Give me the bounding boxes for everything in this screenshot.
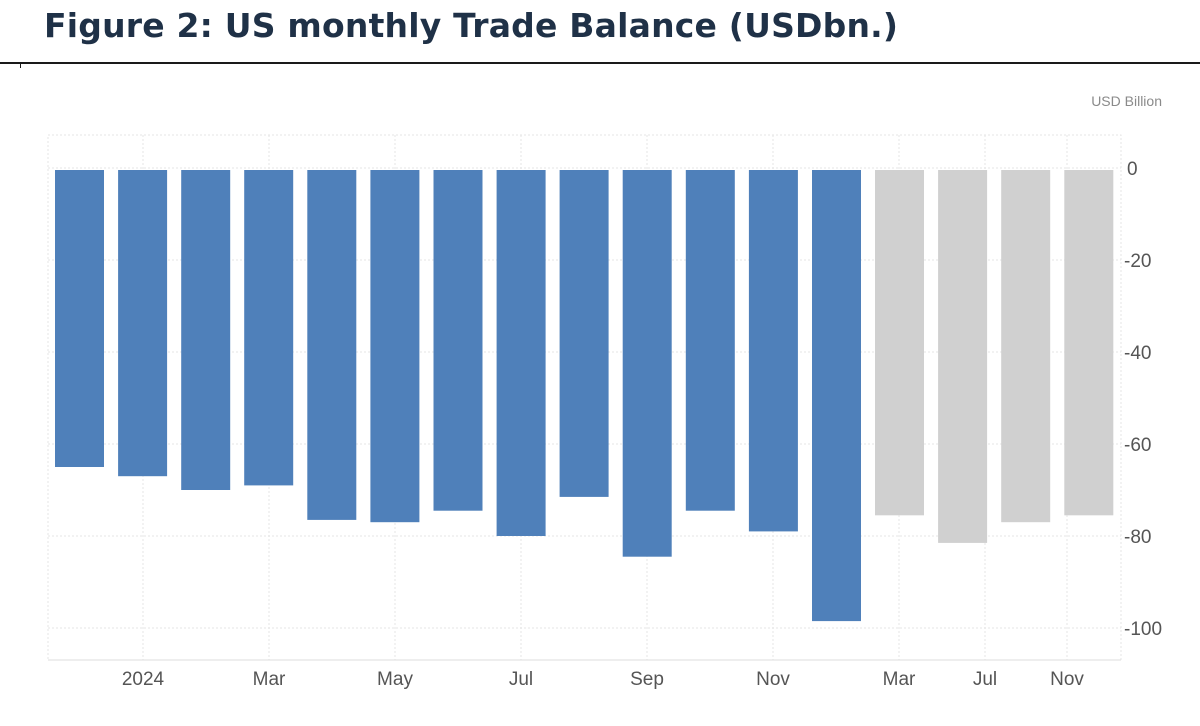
- x-tick-label: Jul: [973, 669, 997, 690]
- y-tick-label: -80: [1124, 527, 1151, 548]
- x-axis-ticks: 2024 Mar May Jul Sep Nov Mar Jul Nov: [122, 669, 1085, 690]
- chart-title: Figure 2: US monthly Trade Balance (USDb…: [44, 6, 899, 45]
- bar-actual: [370, 170, 420, 523]
- x-tick-label: Jul: [509, 669, 533, 690]
- bar-forecast: [938, 170, 988, 543]
- x-tick-label: Mar: [883, 669, 916, 690]
- bar-actual: [496, 170, 546, 536]
- bar-forecast: [1064, 170, 1114, 516]
- bar-actual: [748, 170, 798, 532]
- y-tick-label: -20: [1124, 251, 1151, 272]
- bar-actual: [181, 170, 231, 490]
- x-tick-label: Nov: [756, 669, 790, 690]
- x-tick-label: Nov: [1050, 669, 1084, 690]
- plot-frame: [47, 134, 1122, 661]
- bar-actual: [622, 170, 672, 557]
- x-tick-label: Mar: [253, 669, 286, 690]
- title-divider: [0, 62, 1200, 64]
- x-tick-label: Sep: [630, 669, 664, 690]
- y-axis-ticks: 0 -20 -40 -60 -80 -100: [1124, 159, 1162, 640]
- bar-actual: [307, 170, 357, 520]
- bars: [55, 170, 1114, 622]
- bar-forecast: [1001, 170, 1051, 523]
- y-tick-label: 0: [1127, 159, 1138, 180]
- bar-actual: [559, 170, 609, 497]
- x-tick-label: 2024: [122, 669, 165, 690]
- bar-actual: [812, 170, 861, 622]
- bar-actual: [433, 170, 483, 511]
- y-tick-label: -60: [1124, 435, 1151, 456]
- divider-tick: [20, 62, 21, 68]
- bar-actual: [685, 170, 735, 511]
- y-tick-label: -100: [1124, 619, 1162, 640]
- bar-actual: [55, 170, 104, 467]
- unit-label: USD Billion: [1091, 93, 1162, 109]
- bar-forecast: [875, 170, 924, 516]
- bar-actual: [244, 170, 294, 486]
- x-tick-label: May: [377, 669, 413, 690]
- y-tick-label: -40: [1124, 343, 1151, 364]
- bar-actual: [118, 170, 168, 477]
